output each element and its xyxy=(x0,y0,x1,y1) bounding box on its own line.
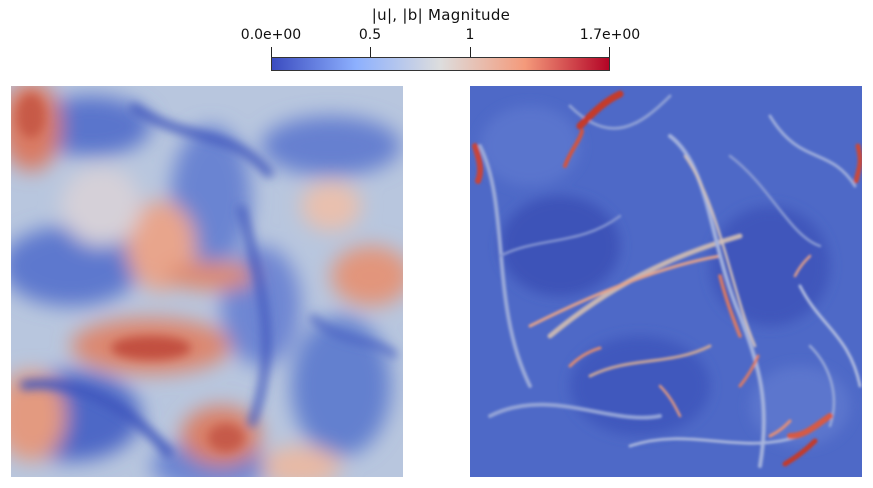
colorbar-tick-label-max: 1.7e+00 xyxy=(579,27,641,43)
colorbar-gradient xyxy=(271,57,610,71)
colorbar-tick-max xyxy=(609,47,610,57)
colorbar-tick-min xyxy=(271,47,272,57)
right-field-panel xyxy=(470,86,862,477)
colorbar-tick-label-1: 1 xyxy=(465,27,475,43)
colorbar-tick-label-0-5: 0.5 xyxy=(358,27,382,43)
colorbar-title: |u|, |b| Magnitude xyxy=(371,6,511,24)
colorbar-tick-label-min: 0.0e+00 xyxy=(240,27,302,43)
left-field-panel xyxy=(11,86,403,477)
colorbar-tick-1 xyxy=(470,47,471,57)
colorbar-tick-0-5 xyxy=(370,47,371,57)
